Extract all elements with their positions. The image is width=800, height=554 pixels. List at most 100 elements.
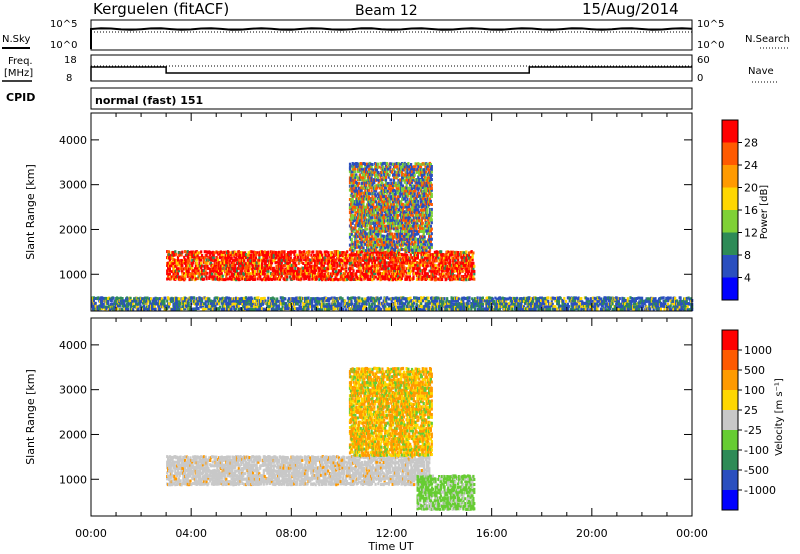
echo-cell bbox=[265, 251, 268, 255]
echo-cell bbox=[128, 299, 131, 302]
echo-cell bbox=[264, 261, 267, 265]
echo-cell bbox=[385, 171, 388, 174]
echo-cell bbox=[236, 297, 239, 300]
echo-cell bbox=[406, 181, 409, 185]
echo-cell bbox=[371, 234, 374, 238]
echo-cell bbox=[402, 234, 405, 238]
echo-cell bbox=[227, 261, 231, 265]
echo-cell bbox=[335, 259, 338, 263]
echo-cell bbox=[349, 216, 352, 220]
echo-cell bbox=[392, 224, 395, 228]
echo-cell bbox=[187, 304, 190, 308]
echo-cell bbox=[421, 197, 424, 201]
echo-cell bbox=[465, 250, 468, 254]
echo-cell bbox=[211, 275, 214, 279]
echo-cell bbox=[193, 267, 197, 271]
echo-cell bbox=[331, 269, 334, 273]
echo-cell bbox=[262, 269, 265, 273]
echo-cell bbox=[204, 256, 207, 260]
echo-cell bbox=[258, 261, 261, 265]
echo-cell bbox=[345, 266, 348, 270]
echo-cell bbox=[267, 250, 270, 254]
echo-cell bbox=[419, 227, 422, 231]
echo-cell bbox=[413, 192, 416, 196]
echo-cell bbox=[419, 179, 423, 183]
echo-cell bbox=[274, 275, 277, 279]
echo-cell bbox=[291, 266, 294, 270]
echo-cell bbox=[385, 270, 388, 274]
echo-cell bbox=[418, 205, 421, 209]
echo-cell bbox=[372, 230, 375, 234]
echo-cell bbox=[429, 216, 432, 220]
echo-cell bbox=[239, 253, 242, 257]
echo-cell bbox=[200, 261, 203, 265]
echo-cell bbox=[387, 175, 390, 179]
echo-cell bbox=[409, 183, 412, 187]
echo-cell bbox=[315, 263, 318, 267]
echo-cell bbox=[395, 210, 398, 214]
echo-cell bbox=[379, 232, 382, 236]
echo-cell bbox=[384, 183, 387, 187]
echo-cell bbox=[348, 243, 352, 247]
echo-cell bbox=[384, 170, 387, 174]
echo-cell bbox=[418, 173, 421, 177]
echo-cell bbox=[163, 302, 166, 306]
echo-cell bbox=[450, 253, 453, 257]
echo-cell bbox=[414, 162, 417, 166]
echo-cell bbox=[355, 259, 358, 263]
echo-cell bbox=[409, 186, 412, 190]
echo-cell bbox=[423, 230, 426, 234]
echo-cell bbox=[345, 269, 348, 273]
echo-cell bbox=[430, 237, 433, 241]
echo-cell bbox=[331, 264, 334, 267]
echo-cell bbox=[396, 165, 399, 169]
echo-cell bbox=[354, 179, 357, 183]
echo-cell bbox=[407, 219, 410, 222]
echo-cell bbox=[218, 266, 221, 270]
echo-cell bbox=[412, 218, 415, 222]
echo-cell bbox=[360, 219, 363, 222]
echo-cell bbox=[208, 297, 211, 301]
echo-cell bbox=[244, 269, 247, 273]
echo-cell bbox=[401, 234, 404, 238]
echo-cell bbox=[412, 251, 415, 254]
echo-cell bbox=[280, 274, 283, 278]
echo-cell bbox=[455, 261, 458, 265]
echo-cell bbox=[468, 277, 471, 281]
echo-cell bbox=[378, 208, 381, 212]
echo-cell bbox=[353, 248, 356, 252]
echo-cell bbox=[184, 274, 187, 278]
echo-cell bbox=[303, 250, 306, 254]
echo-cell bbox=[187, 263, 190, 267]
echo-cell bbox=[323, 272, 326, 276]
echo-cell bbox=[356, 195, 359, 198]
echo-cell bbox=[388, 237, 391, 241]
echo-cell bbox=[360, 238, 363, 242]
echo-cell bbox=[189, 299, 192, 303]
echo-cell bbox=[280, 258, 283, 262]
echo-cell bbox=[405, 163, 408, 166]
echo-cell bbox=[205, 258, 208, 262]
echo-cell bbox=[369, 213, 372, 217]
echo-cell bbox=[167, 250, 171, 254]
echo-cell bbox=[287, 258, 291, 262]
echo-cell bbox=[389, 165, 392, 169]
echo-cell bbox=[354, 226, 357, 230]
echo-cell bbox=[391, 170, 394, 174]
echo-cell bbox=[424, 260, 427, 264]
echo-cell bbox=[408, 221, 411, 225]
echo-cell bbox=[294, 267, 297, 270]
echo-cell bbox=[211, 264, 214, 268]
echo-cell bbox=[175, 252, 178, 256]
echo-cell bbox=[421, 277, 424, 281]
echo-cell bbox=[419, 194, 422, 198]
echo-cell bbox=[318, 274, 321, 278]
echo-cell bbox=[369, 253, 372, 257]
echo-cell bbox=[370, 167, 373, 171]
echo-cell bbox=[247, 299, 250, 303]
echo-cell bbox=[129, 296, 132, 300]
echo-cell bbox=[349, 205, 352, 209]
echo-cell bbox=[295, 275, 298, 279]
echo-cell bbox=[414, 164, 417, 168]
echo-cell bbox=[301, 256, 304, 259]
